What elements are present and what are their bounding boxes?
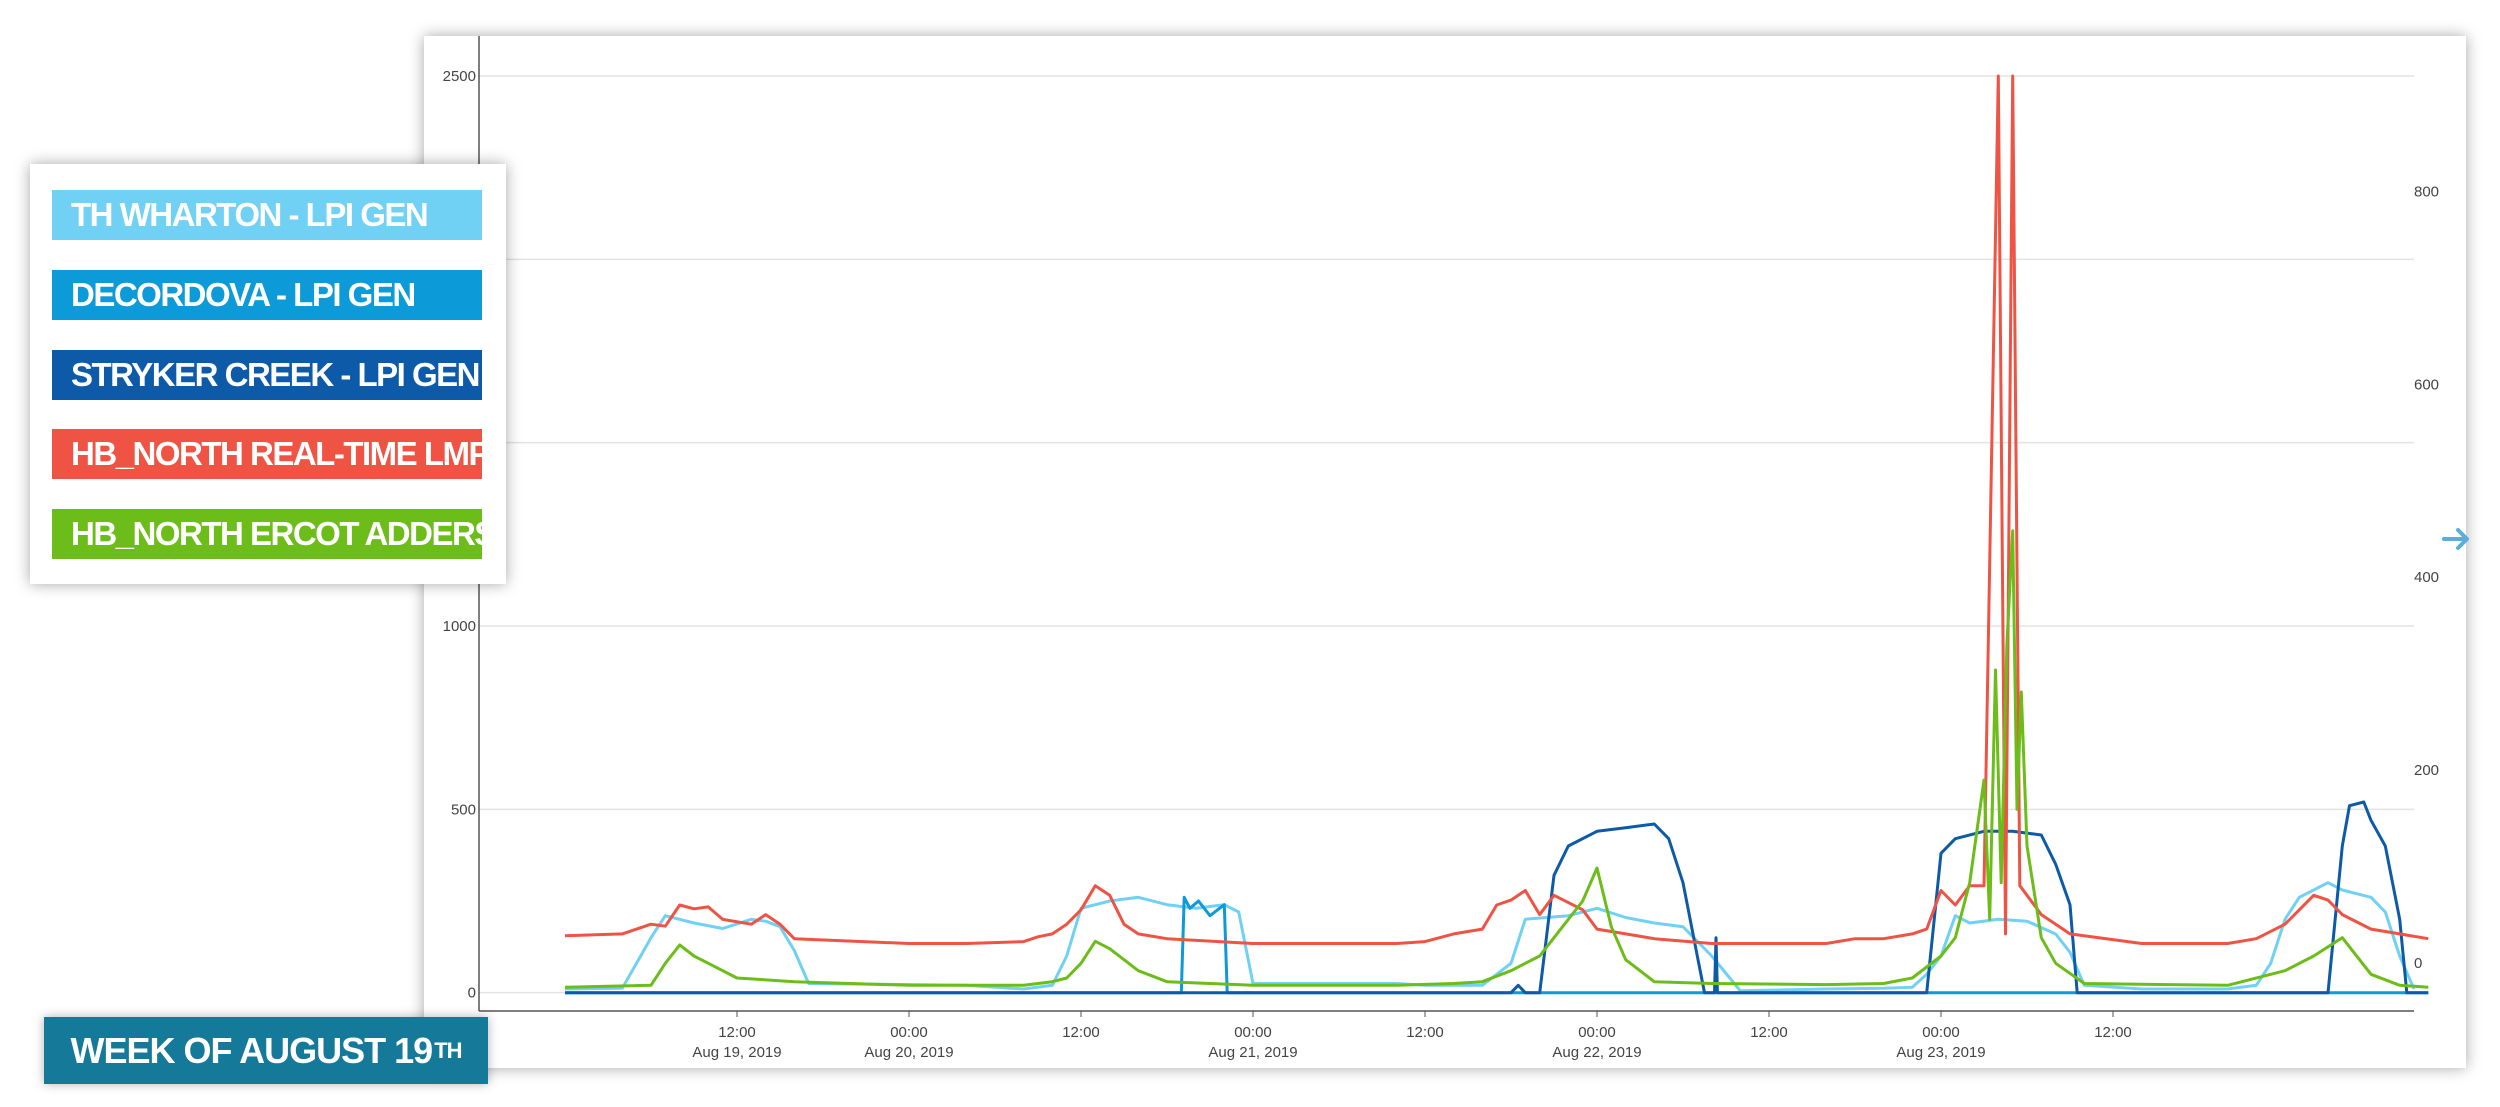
x-tick-sublabel: Aug 20, 2019	[864, 1044, 953, 1061]
x-tick-sublabel: Aug 21, 2019	[1208, 1044, 1297, 1061]
y-right-tick-label: 0	[2414, 955, 2422, 972]
series-line-th-wharton-lpi-gen	[564, 881, 2416, 993]
week-banner-text: WEEK OF AUGUST 19	[70, 1029, 433, 1071]
label-layer: 0 500 1000 2500 0 200 400 600 800 12:00 Aug 19, 20…	[443, 68, 2439, 1061]
x-tick-label: 12:00	[1750, 1024, 1788, 1041]
legend-item-decordova[interactable]: DECORDOVA - LPI GEN	[52, 270, 482, 320]
week-banner-suffix: TH	[434, 1037, 462, 1063]
week-banner: WEEK OF AUGUST 19 TH	[44, 1017, 488, 1084]
line-chart: 0 500 1000 2500 0 200 400 600 800 12:00 Aug 19, 20…	[443, 36, 2439, 1061]
y-right-tick-label: 600	[2414, 376, 2439, 393]
x-tick-label: 12:00	[718, 1024, 756, 1041]
series-line-stryker-creek-lpi-gen	[565, 800, 2429, 995]
legend-item-hb-north-lmp[interactable]: HB_NORTH REAL-TIME LMP	[52, 429, 482, 479]
y-left-tick-label: 2500	[443, 68, 476, 85]
y-right-tick-label: 800	[2414, 184, 2439, 201]
axis-layer	[478, 36, 2414, 1017]
y-right-tick-label: 400	[2414, 569, 2439, 586]
x-tick-label: 00:00	[1578, 1024, 1616, 1041]
y-left-tick-label: 1000	[443, 618, 476, 635]
legend-item-th-wharton[interactable]: TH WHARTON - LPI GEN	[52, 190, 482, 240]
x-tick-label: 12:00	[2094, 1024, 2132, 1041]
y-left-tick-label: 500	[451, 801, 476, 818]
chart-panel: 0 500 1000 2500 0 200 400 600 800 12:00 Aug 19, 20…	[424, 36, 2466, 1068]
legend-item-hb-north-adders[interactable]: HB_NORTH ERCOT ADDERS	[52, 509, 482, 559]
x-tick-label: 00:00	[1234, 1024, 1272, 1041]
grid-layer	[479, 75, 2414, 994]
y-right-tick-label: 200	[2414, 762, 2439, 779]
x-tick-label: 00:00	[890, 1024, 928, 1041]
legend: TH WHARTON - LPI GEN DECORDOVA - LPI GEN…	[30, 164, 506, 584]
x-tick-label: 00:00	[1922, 1024, 1960, 1041]
x-tick-label: 12:00	[1406, 1024, 1444, 1041]
series-layer	[564, 74, 2429, 995]
arrow-right-icon[interactable]	[2440, 522, 2474, 556]
x-tick-sublabel: Aug 23, 2019	[1896, 1044, 1985, 1061]
x-tick-sublabel: Aug 19, 2019	[692, 1044, 781, 1061]
y-left-tick-label: 0	[468, 985, 476, 1002]
legend-item-stryker-creek[interactable]: STRYKER CREEK - LPI GEN	[52, 350, 482, 400]
x-tick-label: 12:00	[1062, 1024, 1100, 1041]
series-line-hb-north-real-time-lmp	[564, 74, 2429, 945]
x-tick-sublabel: Aug 22, 2019	[1552, 1044, 1641, 1061]
series-line-hb-north-ercot-adders	[564, 529, 2429, 989]
